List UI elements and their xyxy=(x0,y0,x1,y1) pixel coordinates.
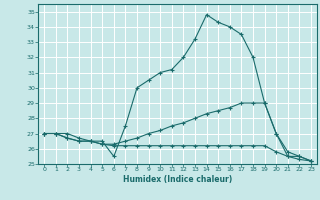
X-axis label: Humidex (Indice chaleur): Humidex (Indice chaleur) xyxy=(123,175,232,184)
